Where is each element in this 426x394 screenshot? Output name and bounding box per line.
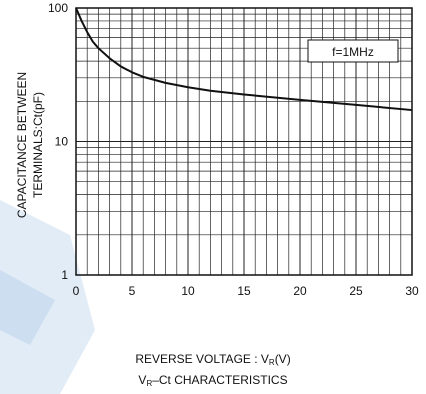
x-tick-label: 20 xyxy=(293,284,307,298)
x-tick-label: 25 xyxy=(349,284,363,298)
watermark-shape xyxy=(0,270,55,345)
capacitance-curve xyxy=(75,7,413,112)
chart-grid xyxy=(75,8,413,276)
plot-frame xyxy=(75,7,413,276)
x-tick-label: 15 xyxy=(237,284,251,298)
y-tick-label: 10 xyxy=(55,135,69,149)
legend-label: f=1MHz xyxy=(332,45,374,59)
y-axis-title-line1: CAPACITANCE BETWEEN xyxy=(15,72,29,218)
chart-title: VR–Ct CHARACTERISTICS xyxy=(138,373,288,388)
y-tick-label: 100 xyxy=(48,1,68,15)
x-tick-label: 5 xyxy=(129,284,136,298)
x-tick-label: 0 xyxy=(73,284,80,298)
x-tick-label: 30 xyxy=(405,284,419,298)
y-axis-title-line2: TERMINALS:Ct(pF) xyxy=(31,92,45,198)
legend-box xyxy=(307,39,399,63)
chart-series xyxy=(75,7,413,112)
axis-ticks: 0 5 10 15 20 25 30 1 10 100 xyxy=(48,1,419,298)
x-axis-title: REVERSE VOLTAGE : VR(V) xyxy=(135,352,291,367)
x-tick-label: 10 xyxy=(181,284,195,298)
y-tick-label: 1 xyxy=(61,268,68,282)
